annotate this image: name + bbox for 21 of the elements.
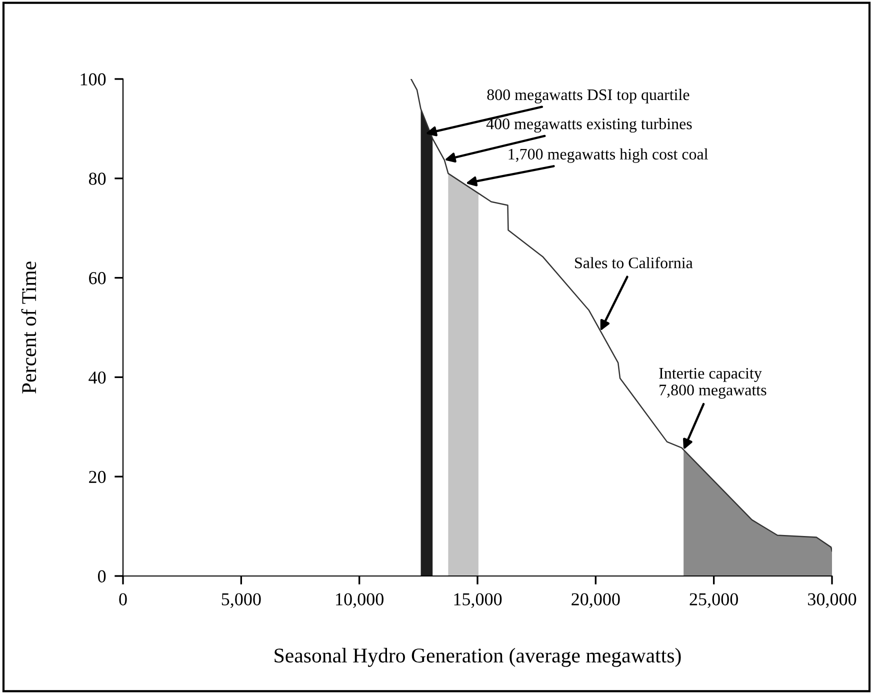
y-tick-label: 60 (89, 272, 106, 284)
annotation: 1,700 megawatts high cost coal (508, 148, 708, 163)
line-series (410, 79, 832, 552)
y-axis-title: Percent of Time (21, 262, 36, 394)
y-tick-label: 100 (80, 73, 106, 86)
y-tick-label: 80 (88, 172, 106, 185)
x-axis-title: Seasonal Hydro Generation (average megawatts) (274, 648, 681, 667)
y-tick-label: 40 (88, 371, 106, 384)
annotation: Sales to California (575, 256, 693, 268)
x-tick-label: 25,000 (690, 593, 738, 608)
y-tick-label: 0 (98, 570, 106, 582)
y-tick-label: 20 (89, 470, 106, 484)
x-tick-label: 0 (119, 593, 127, 606)
x-tick-label: 10,000 (336, 593, 384, 608)
annotation: Intertie capacity 7,800 megawatts (659, 368, 766, 399)
x-tick-label: 20,000 (572, 593, 620, 608)
x-tick-label: 5,000 (222, 593, 261, 608)
annotation: 800 megawatts DSI top quartile (487, 88, 690, 104)
x-tick-label: 15,000 (454, 593, 502, 608)
x-tick-label: 30,000 (808, 593, 856, 608)
annotation: 400 megawatts existing turbines (486, 118, 692, 133)
